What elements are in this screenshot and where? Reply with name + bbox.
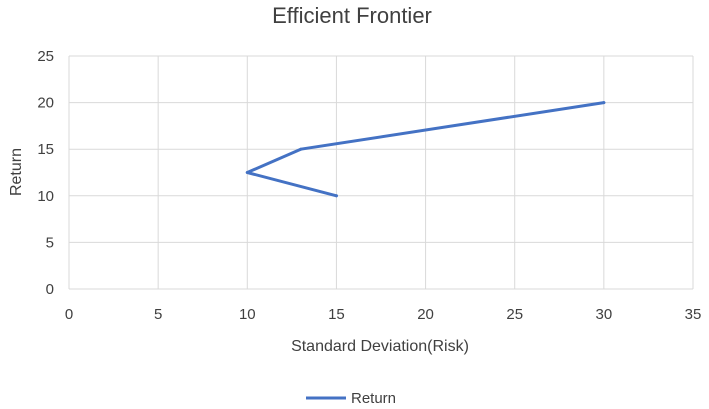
series-layer xyxy=(245,101,606,198)
x-tick-label: 20 xyxy=(417,306,434,323)
x-tick-label: 15 xyxy=(328,306,345,323)
y-tick-label: 0 xyxy=(46,281,54,298)
data-point xyxy=(299,147,303,151)
grid xyxy=(68,55,694,290)
x-tick-label: 30 xyxy=(596,306,613,323)
y-tick-label: 25 xyxy=(37,48,54,65)
x-tick-label: 0 xyxy=(65,306,73,323)
legend: Return xyxy=(306,390,396,407)
chart-title: Efficient Frontier xyxy=(272,3,432,28)
y-tick-label: 10 xyxy=(37,188,54,205)
series-line-return xyxy=(245,101,606,198)
x-tick-label: 5 xyxy=(154,306,162,323)
y-axis-label: Return xyxy=(8,148,25,196)
data-point xyxy=(602,101,606,105)
x-tick-label: 35 xyxy=(685,306,702,323)
y-tick-label: 15 xyxy=(37,141,54,158)
data-point xyxy=(334,194,338,198)
y-tick-label: 20 xyxy=(37,95,54,112)
y-tick-labels: 0 5 10 15 20 25 xyxy=(37,48,54,298)
x-axis-label: Standard Deviation(Risk) xyxy=(291,338,469,355)
legend-label: Return xyxy=(351,390,396,407)
x-tick-label: 10 xyxy=(239,306,256,323)
x-tick-labels: 0 5 10 15 20 25 30 35 xyxy=(65,306,702,323)
data-point xyxy=(245,171,249,174)
y-tick-label: 5 xyxy=(46,234,54,251)
x-tick-label: 25 xyxy=(506,306,523,323)
